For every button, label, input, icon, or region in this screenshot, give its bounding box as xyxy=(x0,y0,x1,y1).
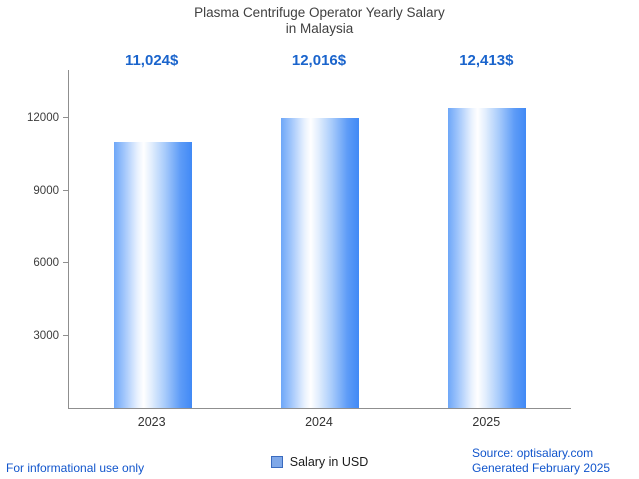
y-tick-label: 9000 xyxy=(33,184,59,197)
generated-text: Generated February 2025 xyxy=(472,461,611,475)
source-text: Source: optisalary.com xyxy=(472,446,594,460)
legend-swatch-icon xyxy=(270,456,283,468)
x-axis-labels: 2023 2024 2025 xyxy=(68,415,570,429)
legend-label: Salary in USD xyxy=(289,455,369,469)
y-tick-label: 3000 xyxy=(33,329,59,342)
bar-column xyxy=(69,70,236,408)
value-label-2023: 11,024$ xyxy=(124,52,179,69)
bar-column xyxy=(236,70,403,408)
y-tick-mark xyxy=(63,262,69,264)
value-label-2024: 12,016$ xyxy=(291,52,347,69)
bar-2025 xyxy=(448,108,527,408)
bar-2023 xyxy=(113,141,192,408)
value-label-2025: 12,413$ xyxy=(459,52,514,69)
category-label-2024: 2024 xyxy=(305,415,333,429)
y-tick-mark xyxy=(63,117,69,119)
chart-title: Plasma Centrifuge Operator Yearly Salary… xyxy=(0,5,639,37)
bar-value-labels: 11,024$ 12,016$ 12,413$ xyxy=(68,52,570,69)
y-tick-label: 12000 xyxy=(27,112,59,125)
bar-column xyxy=(404,70,571,408)
chart-legend: Salary in USD xyxy=(0,455,639,469)
source-block: Source: optisalary.com Generated Februar… xyxy=(472,446,610,476)
y-tick-mark xyxy=(63,189,69,191)
y-tick-mark xyxy=(63,334,69,336)
category-label-2023: 2023 xyxy=(137,415,166,429)
chart-title-line2: in Malaysia xyxy=(285,21,354,36)
bar-2024 xyxy=(280,117,359,408)
y-tick-label: 6000 xyxy=(33,257,59,270)
disclaimer-text: For informational use only xyxy=(6,461,145,475)
chart-title-line1: Plasma Centrifuge Operator Yearly Salary xyxy=(194,5,445,20)
category-label-2025: 2025 xyxy=(472,415,501,429)
plot-area: 3000 6000 9000 12000 xyxy=(27,70,571,409)
